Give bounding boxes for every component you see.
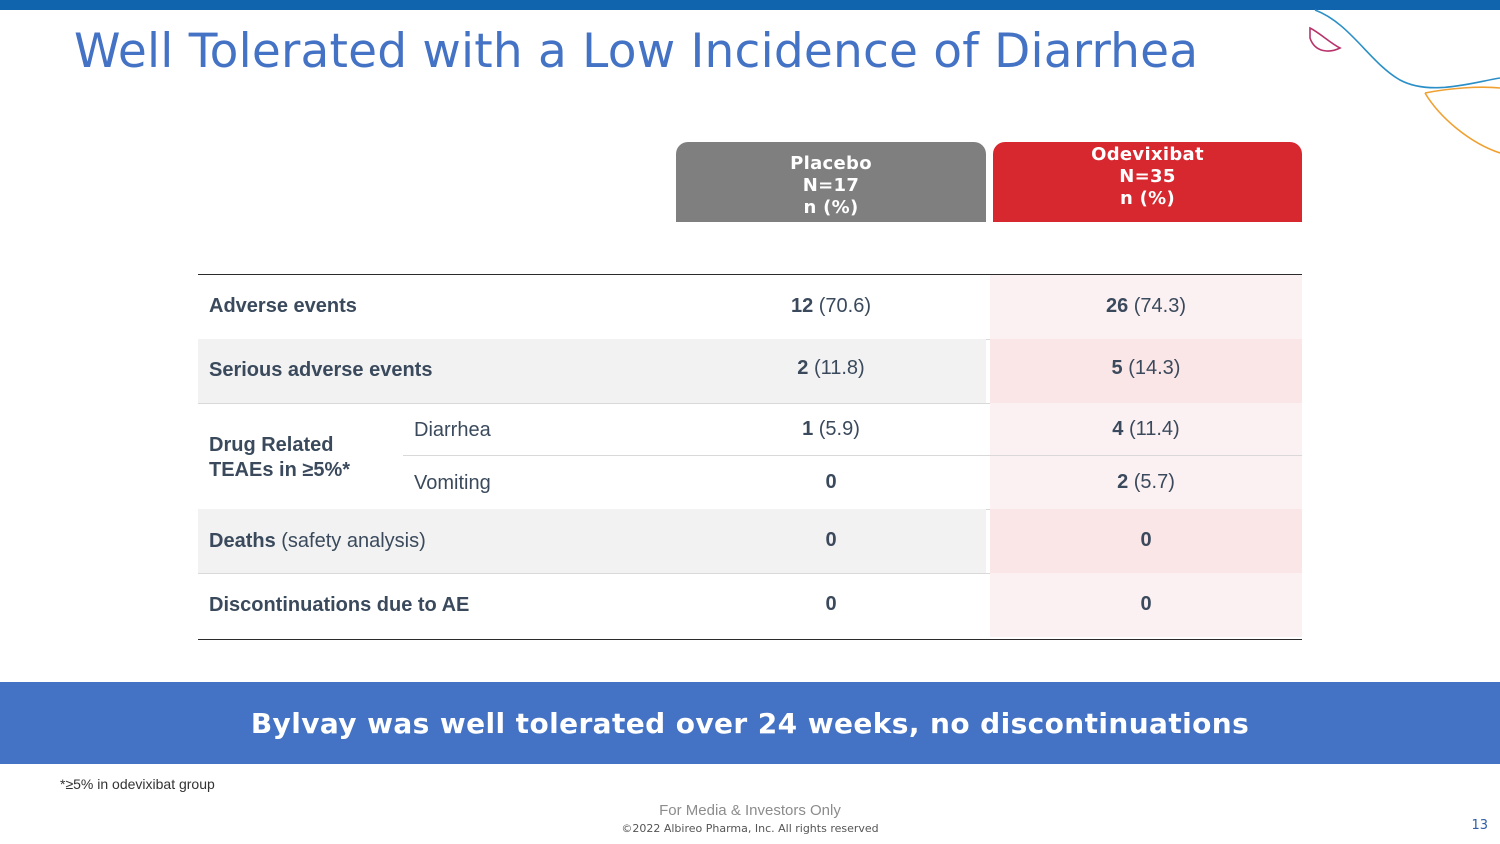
- row-label-adverse-events: Adverse events: [209, 295, 357, 317]
- odevixibat-cell-bg: [990, 275, 1302, 339]
- row-label-deaths: Deaths (safety analysis): [209, 530, 426, 552]
- table-row-deaths: Deaths (safety analysis) 0 0: [198, 509, 1302, 574]
- table-row-adverse-events: Adverse events 12 (70.6) 26 (74.3): [198, 275, 1302, 340]
- placebo-column-header: Placebo N=17 n (%): [676, 142, 986, 222]
- placebo-value-deaths: 0: [825, 529, 837, 551]
- odevixibat-cell-bg: [990, 403, 1302, 509]
- odevixibat-value-adverse-events: 26 (74.3): [1105, 295, 1187, 317]
- placebo-value-vomiting: 0: [825, 471, 837, 493]
- odevixibat-header-unit: n (%): [1119, 188, 1176, 209]
- page-number: 13: [1471, 818, 1488, 833]
- row-label-drug-related-teaes: Drug Related TEAEs in ≥5%*: [209, 434, 351, 481]
- row-label-discontinuations: Discontinuations due to AE: [209, 594, 470, 616]
- footnote: *≥5% in odevixibat group: [60, 776, 215, 792]
- adverse-events-table: Adverse events 12 (70.6) 26 (74.3) Serio…: [198, 274, 1302, 640]
- odevixibat-value-vomiting: 2 (5.7): [1117, 471, 1175, 493]
- row-shading: [198, 509, 986, 573]
- table-row-serious-adverse-events: Serious adverse events 2 (11.8) 5 (14.3): [198, 339, 1302, 404]
- placebo-value-diarrhea: 1 (5.9): [802, 418, 860, 440]
- sub-label-diarrhea: Diarrhea: [414, 419, 491, 441]
- slide-title: Well Tolerated with a Low Incidence of D…: [74, 24, 1199, 79]
- odevixibat-cell-bg: [990, 339, 1302, 403]
- placebo-header-unit: n (%): [803, 197, 859, 218]
- decorative-swoosh-graphic: [1309, 9, 1500, 154]
- odevixibat-value-deaths: 0: [1140, 529, 1152, 551]
- sub-label-vomiting: Vomiting: [414, 472, 491, 494]
- audience-notice: For Media & Investors Only: [659, 802, 841, 819]
- odevixibat-value-discontinuations: 0: [1140, 593, 1152, 615]
- odevixibat-column-header: Odevixibat N=35 n (%): [993, 142, 1302, 222]
- placebo-value-serious-adverse-events: 2 (11.8): [797, 357, 865, 379]
- odevixibat-header-name: Odevixibat: [1091, 144, 1204, 165]
- placebo-header-name: Placebo: [790, 153, 872, 174]
- odevixibat-cell-bg: [990, 573, 1302, 637]
- odevixibat-value-diarrhea: 4 (11.4): [1112, 418, 1180, 440]
- placebo-header-n: N=17: [802, 175, 860, 196]
- copyright-notice: ©2022 Albireo Pharma, Inc. All rights re…: [621, 822, 879, 835]
- table-row-drug-related-teaes: Drug Related TEAEs in ≥5%* Diarrhea 1 (5…: [198, 403, 1302, 510]
- sub-row-divider: [403, 455, 1302, 456]
- key-takeaway-banner: Bylvay was well tolerated over 24 weeks,…: [0, 682, 1500, 764]
- row-shading: [198, 339, 986, 403]
- odevixibat-value-serious-adverse-events: 5 (14.3): [1111, 357, 1181, 379]
- odevixibat-header-n: N=35: [1119, 166, 1176, 187]
- row-label-serious-adverse-events: Serious adverse events: [209, 359, 433, 381]
- banner-text: Bylvay was well tolerated over 24 weeks,…: [250, 706, 1250, 740]
- table-row-discontinuations: Discontinuations due to AE 0 0: [198, 573, 1302, 637]
- placebo-value-adverse-events: 12 (70.6): [790, 295, 872, 317]
- top-accent-bar: [0, 0, 1500, 10]
- placebo-value-discontinuations: 0: [825, 593, 837, 615]
- odevixibat-cell-bg: [990, 509, 1302, 573]
